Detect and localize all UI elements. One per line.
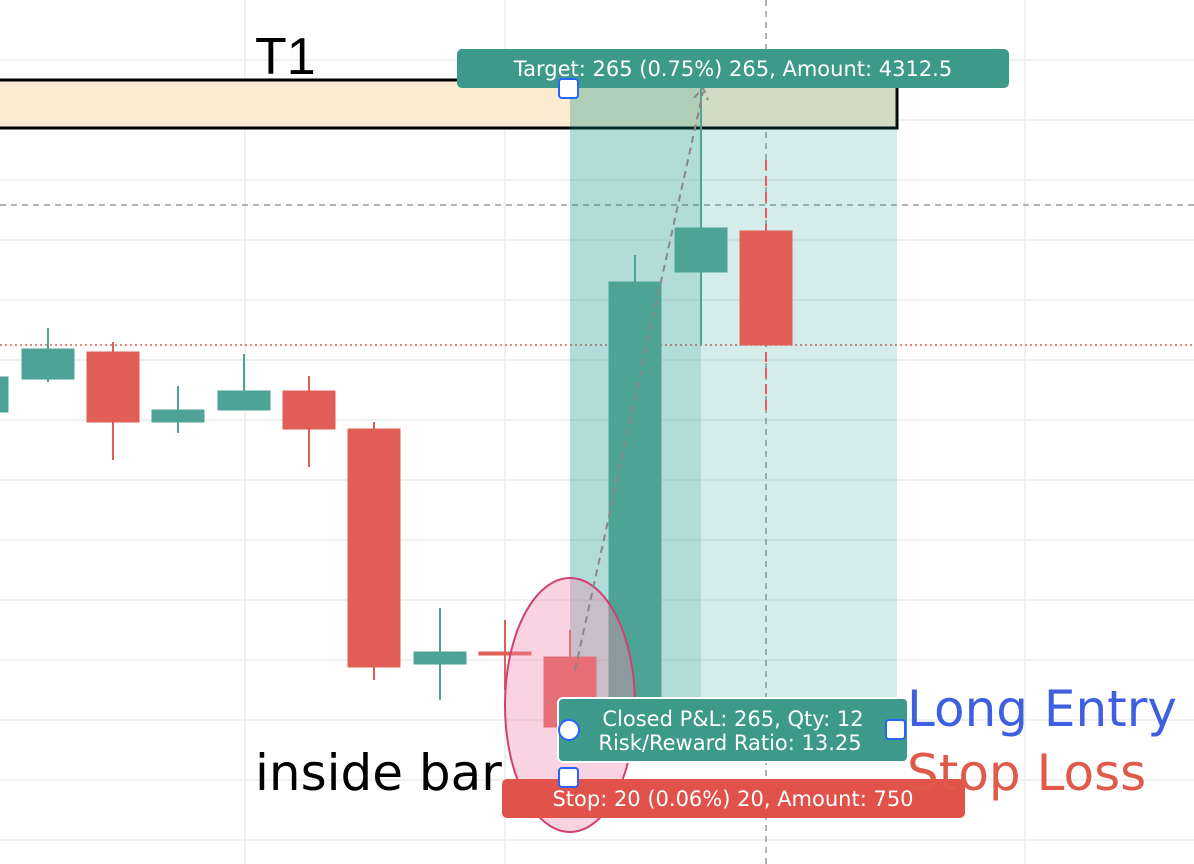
stop-loss-note: Stop Loss — [907, 744, 1146, 802]
candle — [86, 351, 140, 423]
candle — [478, 651, 532, 656]
ratio-label: Risk/Reward Ratio: 13.25 — [598, 731, 861, 755]
handle[interactable] — [885, 719, 906, 740]
target-label: Target: 265 (0.75%) 265, Amount: 4312.5 — [513, 57, 952, 81]
candle — [674, 227, 728, 273]
candle — [347, 428, 401, 668]
closed-label: Closed P&L: 265, Qty: 12 — [602, 707, 863, 731]
inside-bar-note: inside bar — [255, 744, 502, 802]
stop-label: Stop: 20 (0.06%) 20, Amount: 750 — [552, 787, 913, 811]
candle — [739, 230, 793, 346]
candle — [282, 390, 336, 430]
candle — [413, 651, 467, 665]
target-label-box[interactable] — [457, 49, 1009, 88]
candles — [0, 88, 793, 728]
handle[interactable] — [558, 719, 580, 741]
stop-label-box[interactable] — [502, 779, 965, 818]
candle — [608, 281, 662, 723]
candle — [21, 348, 75, 380]
candle — [217, 390, 271, 411]
long-entry-note: Long Entry — [907, 680, 1177, 738]
zone-label: T1 — [255, 28, 316, 86]
handle[interactable] — [558, 78, 579, 99]
target-area[interactable] — [701, 88, 897, 730]
candle — [151, 409, 205, 423]
candle — [0, 376, 9, 413]
handle[interactable] — [558, 767, 579, 788]
